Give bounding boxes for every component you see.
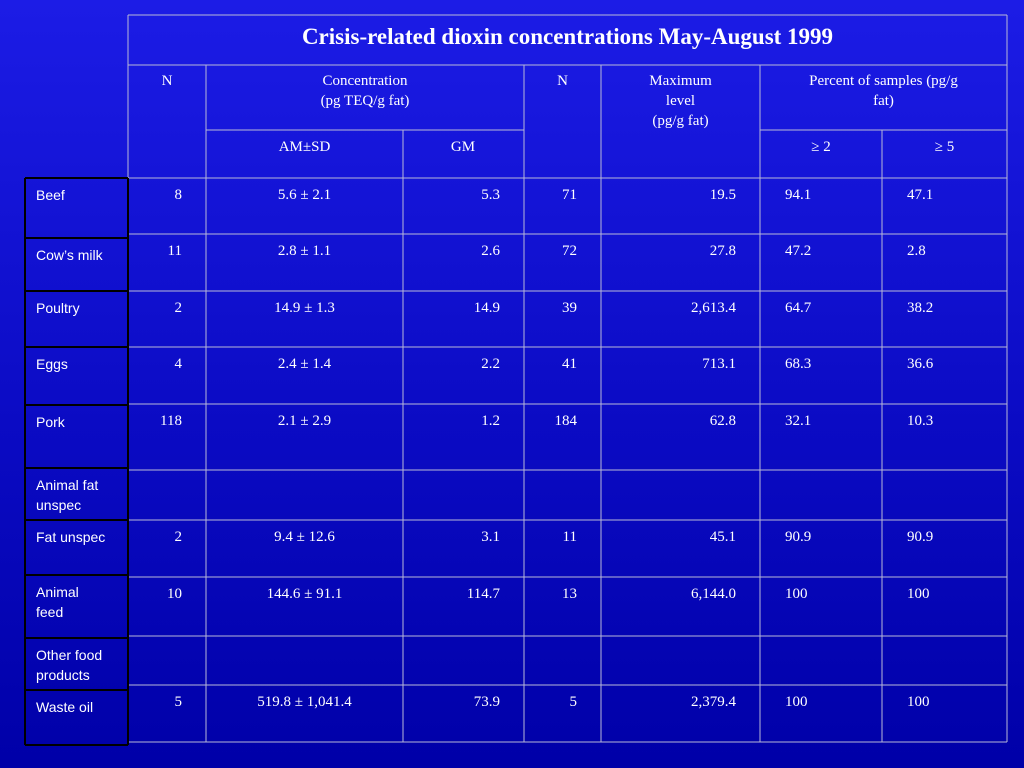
- table-cell: 38.2: [907, 300, 934, 316]
- row-label: Poultry: [36, 300, 80, 316]
- table-cell: 2: [174, 300, 183, 316]
- row-label: Animal fat unspec: [36, 477, 99, 513]
- header-cell: ≥ 5: [934, 139, 955, 155]
- row-label: Fat unspec: [36, 529, 106, 545]
- table-cell: 114.7: [466, 586, 500, 602]
- table-cell: 19.5: [709, 187, 736, 203]
- table-cell: 5.3: [481, 187, 500, 203]
- table-cell: 14.9: [473, 300, 500, 316]
- table-cell: 68.3: [785, 356, 812, 372]
- table-cell: 39: [562, 300, 577, 316]
- header-cell: Maximum level (pg/g fat): [649, 73, 712, 129]
- header-cell: Concentration (pg TEQ/g fat): [320, 73, 410, 109]
- table-cell: 14.9 ± 1.3: [274, 300, 335, 316]
- table-cell: 2.6: [481, 243, 500, 259]
- table-cell: 11: [562, 529, 577, 545]
- table-cell: 36.6: [907, 356, 934, 372]
- table-cell: 72: [562, 243, 577, 259]
- table-cell: 62.8: [709, 413, 736, 429]
- table-cell: 2.4 ± 1.4: [277, 356, 332, 372]
- table-cell: 5: [569, 694, 578, 710]
- row-label: Cow’s milk: [36, 247, 103, 263]
- table-cell: 45.1: [709, 529, 736, 545]
- table-cell: 11: [167, 243, 182, 259]
- table-cell: 2.8: [907, 243, 926, 259]
- table-cell: 2.8 ± 1.1: [277, 243, 332, 259]
- table-cell: 1.2: [481, 413, 500, 429]
- table-cell: 8: [174, 187, 183, 203]
- header-cell: GM: [450, 139, 476, 155]
- table-cell: 2,613.4: [691, 300, 736, 316]
- row-label: Pork: [36, 414, 65, 430]
- table-cell: 519.8 ± 1,041.4: [257, 694, 352, 710]
- header-cell: ≥ 2: [811, 139, 831, 155]
- table-cell: 13: [562, 586, 577, 602]
- table-cell: 100: [785, 694, 808, 710]
- table-cell: 118: [160, 413, 182, 429]
- table-cell: 6,144.0: [691, 586, 736, 602]
- table-cell: 3.1: [481, 529, 500, 545]
- table-cell: 184: [554, 413, 578, 429]
- row-label: Beef: [36, 187, 65, 203]
- header-cell: N: [557, 73, 568, 89]
- table-cell: 2.2: [481, 356, 500, 372]
- table-cell: 47.2: [785, 243, 812, 259]
- table-cell: 10: [167, 586, 182, 602]
- table-cell: 100: [785, 586, 808, 602]
- table-cell: 2.1 ± 2.9: [277, 413, 332, 429]
- table-cell: 47.1: [907, 187, 934, 203]
- table-cell: 10.3: [907, 413, 934, 429]
- table-cell: 71: [562, 187, 577, 203]
- table-cell: 64.7: [785, 300, 812, 316]
- table-cell: 100: [907, 694, 930, 710]
- table-cell: 94.1: [785, 187, 812, 203]
- table-cell: 2,379.4: [691, 694, 736, 710]
- row-label: Eggs: [36, 356, 68, 372]
- row-label: Other food products: [36, 647, 103, 683]
- row-label: Waste oil: [36, 699, 94, 715]
- table-cell: 32.1: [785, 413, 812, 429]
- header-cell: N: [161, 73, 173, 89]
- table-cell: 9.4 ± 12.6: [274, 529, 335, 545]
- table-cell: 2: [174, 529, 183, 545]
- table-cell: 73.9: [473, 694, 500, 710]
- table-cell: 90.9: [907, 529, 934, 545]
- table-cell: 41: [562, 356, 577, 372]
- table-title: Crisis-related dioxin concentrations May…: [301, 24, 834, 49]
- table-cell: 5.6 ± 2.1: [277, 187, 332, 203]
- row-label: Animal feed: [36, 584, 79, 620]
- header-cell: Percent of samples (pg/g fat): [809, 73, 958, 109]
- table-cell: 5: [174, 694, 183, 710]
- header-cell: AM±SD: [278, 139, 331, 155]
- table-cell: 27.8: [709, 243, 736, 259]
- table-cell: 4: [174, 356, 183, 372]
- table-cell: 144.6 ± 91.1: [266, 586, 343, 602]
- table-cell: 100: [907, 586, 930, 602]
- table-cell: 90.9: [785, 529, 812, 545]
- table-cell: 713.1: [702, 356, 736, 372]
